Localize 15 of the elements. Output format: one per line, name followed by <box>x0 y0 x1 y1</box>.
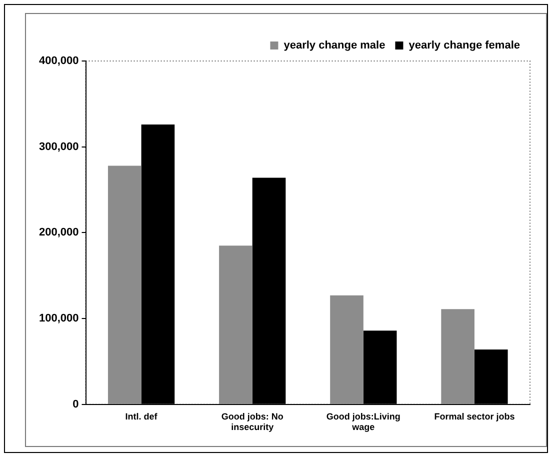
bar <box>330 295 364 404</box>
legend-label: yearly change female <box>408 40 520 52</box>
bar <box>108 166 142 404</box>
bar <box>441 309 474 404</box>
x-tick-label: Intl. def <box>125 411 158 422</box>
x-tick-label: Good jobs:Living wage <box>326 411 400 432</box>
x-tick-label: Formal sector jobs <box>434 411 515 422</box>
y-tick-label: 0 <box>72 398 79 410</box>
bar <box>219 246 252 404</box>
y-tick-label: 300,000 <box>38 140 79 153</box>
y-tick-label: 200,000 <box>38 226 79 239</box>
y-tick-label: 400,000 <box>38 55 79 68</box>
y-tick-label: 100,000 <box>38 312 79 325</box>
legend-label: yearly change male <box>284 40 386 52</box>
x-tick-label: Good jobs: No insecurity <box>221 411 284 432</box>
